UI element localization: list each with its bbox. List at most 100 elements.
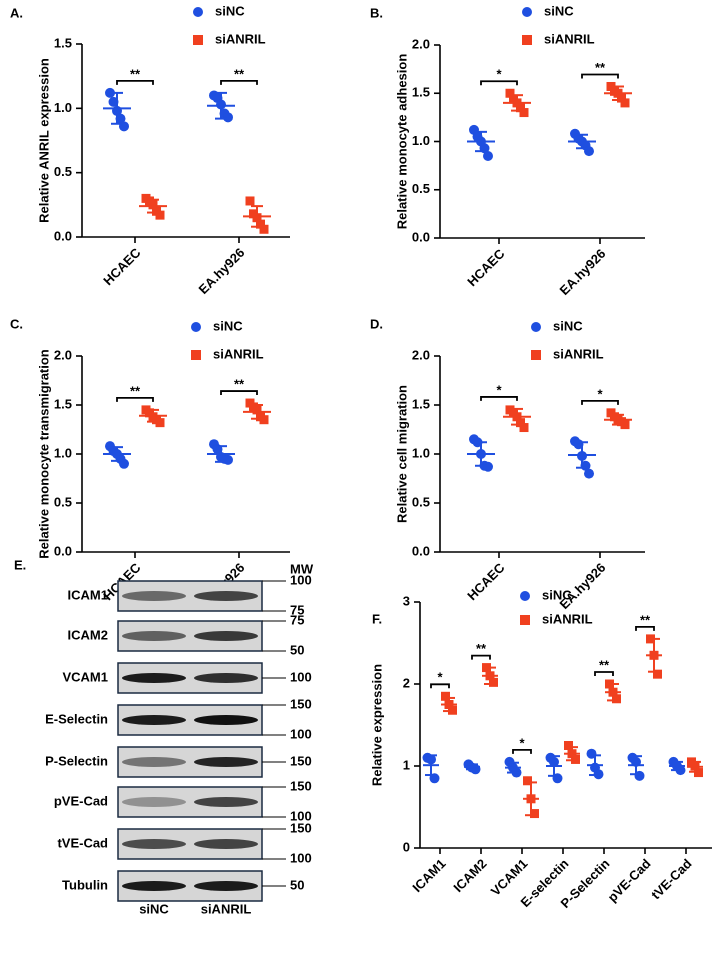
row-label: ICAM2	[68, 627, 108, 642]
y-tick-label: 1.0	[412, 133, 430, 148]
y-tick-label: 0.0	[54, 543, 72, 558]
y-tick-label: 0.5	[412, 494, 430, 509]
y-tick-label: 2.0	[412, 36, 430, 51]
y-axis-title: Relative expression	[369, 664, 384, 786]
y-tick-label: 2	[403, 675, 410, 690]
y-tick-label: 1.5	[412, 396, 430, 411]
band	[122, 881, 186, 891]
legend-label: siNC	[544, 3, 574, 18]
point	[259, 224, 269, 234]
significance: *	[437, 670, 443, 685]
mw-label: 150	[290, 696, 312, 711]
point	[620, 420, 630, 430]
mw-label: 100	[290, 808, 312, 823]
row-label: E-Selectin	[45, 711, 108, 726]
legend-marker	[522, 7, 532, 17]
legend-marker	[531, 322, 541, 332]
significance-bracket	[480, 80, 518, 86]
band	[122, 631, 186, 641]
legend-label: siANRIL	[544, 31, 595, 46]
point	[483, 150, 493, 161]
significance-bracket	[635, 626, 655, 631]
point	[223, 112, 233, 123]
mw-label: 150	[290, 753, 312, 768]
band	[194, 797, 258, 807]
significance-bracket	[512, 749, 532, 754]
band	[194, 839, 258, 849]
row-label: ICAM1	[68, 587, 108, 602]
y-tick-label: 0	[403, 839, 410, 854]
lane-label: siANRIL	[201, 901, 252, 916]
panel-label: F.	[372, 611, 382, 626]
point	[223, 454, 233, 465]
legend-label: siANRIL	[215, 31, 266, 46]
x-tick-label: pVE-Cad	[605, 856, 654, 905]
y-tick-label: 1.5	[54, 35, 72, 50]
significance-bracket	[116, 79, 154, 85]
band	[194, 757, 258, 767]
significance-bracket	[581, 73, 619, 79]
point	[620, 98, 630, 108]
point	[489, 677, 498, 687]
legend-label: siNC	[213, 318, 243, 333]
row-label: VCAM1	[62, 669, 108, 684]
y-tick-label: 1.0	[412, 445, 430, 460]
x-tick-label: tVE-Cad	[648, 856, 694, 902]
mw-label: 50	[290, 642, 304, 657]
row-label: P-Selectin	[45, 753, 108, 768]
band	[122, 839, 186, 849]
point	[606, 81, 616, 91]
point	[259, 415, 269, 425]
band	[122, 797, 186, 807]
significance-bracket	[594, 671, 614, 676]
significance-bracket	[220, 79, 258, 85]
point	[519, 423, 529, 433]
legend-marker	[520, 615, 530, 625]
legend-label: siANRIL	[553, 346, 604, 361]
point	[256, 219, 265, 229]
row-label: pVE-Cad	[54, 793, 108, 808]
significance-bracket	[430, 683, 450, 689]
legend-label: siNC	[553, 318, 583, 333]
point	[519, 108, 529, 118]
significance-bracket	[581, 399, 619, 405]
mw-label: 150	[290, 778, 312, 793]
y-tick-label: 2.0	[412, 347, 430, 362]
panel-label: E.	[14, 557, 26, 572]
x-tick-label: EA.hy926	[557, 246, 609, 298]
x-tick-label: HCAEC	[100, 245, 144, 289]
legend-label: siANRIL	[213, 346, 264, 361]
point	[530, 809, 539, 819]
legend-marker	[531, 350, 541, 360]
point	[584, 468, 594, 479]
legend-label: siNC	[215, 3, 245, 18]
band	[194, 881, 258, 891]
significance-bracket	[480, 396, 518, 401]
point	[155, 210, 165, 220]
band	[194, 591, 258, 601]
y-tick-label: 1.5	[412, 85, 430, 100]
legend-marker	[520, 591, 530, 601]
row-label: Tubulin	[62, 877, 108, 892]
x-tick-label: EA.hy926	[196, 245, 248, 297]
significance: *	[597, 386, 603, 401]
y-axis-title: Relative cell migration	[394, 385, 409, 523]
y-axis-title: Relative ANRIL expression	[36, 58, 51, 223]
y-tick-label: 1	[403, 757, 410, 772]
x-tick-label: ICAM1	[409, 856, 448, 895]
mw-label: 100	[290, 669, 312, 684]
legend-label: siANRIL	[542, 611, 593, 626]
band	[122, 591, 186, 601]
band	[194, 715, 258, 725]
legend-marker	[191, 350, 201, 360]
point	[653, 669, 662, 679]
y-tick-label: 0.0	[412, 229, 430, 244]
significance-bracket	[116, 397, 154, 402]
legend-marker	[191, 322, 201, 332]
y-tick-label: 0.5	[54, 164, 72, 179]
significance: **	[476, 641, 487, 656]
point	[516, 103, 525, 113]
x-tick-label: ICAM2	[450, 856, 489, 895]
significance: **	[599, 657, 610, 672]
